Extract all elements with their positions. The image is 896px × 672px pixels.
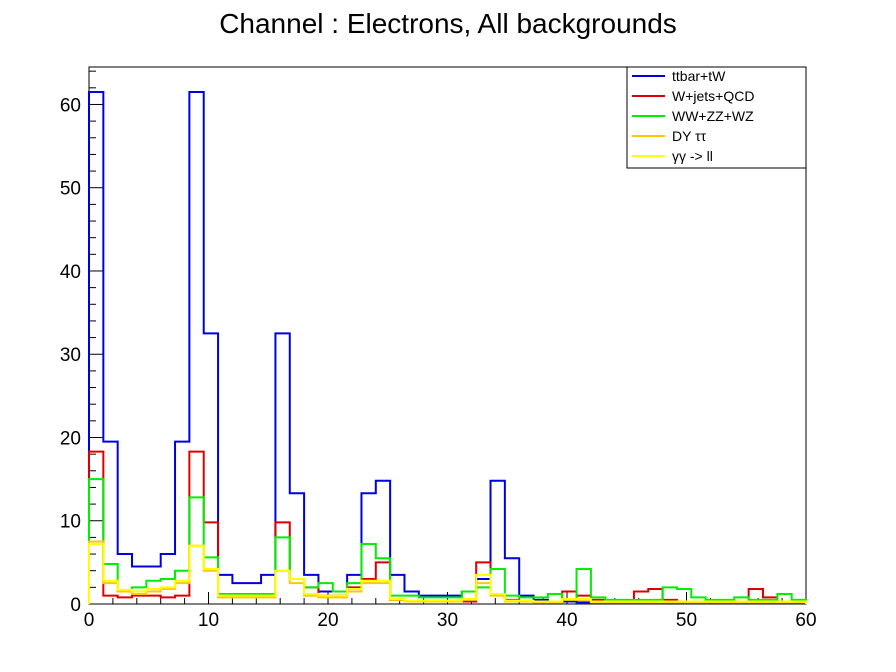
series-5-line	[88, 543, 807, 604]
x-tick-label: 30	[437, 610, 458, 631]
x-tick-label: 0	[84, 610, 95, 631]
x-tick-label: 10	[198, 610, 219, 631]
legend-entry-label: W+jets+QCD	[672, 88, 754, 104]
y-tick-label: 20	[60, 428, 81, 449]
y-axis: 0 10 20 30 40 50 60	[60, 70, 103, 616]
y-tick-label: 10	[60, 512, 81, 533]
x-tick-label: 20	[317, 610, 338, 631]
legend-entry-label: ttbar+tW	[672, 68, 726, 84]
series-1-line	[88, 90, 807, 604]
legend-entry-label: DY ττ	[672, 128, 707, 144]
legend-entry-label: WW+ZZ+WZ	[672, 108, 754, 124]
legend: ttbar+tW W+jets+QCD WW+ZZ+WZ DY ττ γγ -> ll	[626, 66, 807, 169]
y-tick-label: 60	[60, 95, 81, 116]
y-tick-label: 30	[60, 345, 81, 366]
y-tick-label: 50	[60, 179, 81, 200]
x-tick-label: 60	[795, 610, 816, 631]
x-tick-label: 50	[676, 610, 697, 631]
chart-title: Channel : Electrons, All backgrounds	[219, 8, 677, 39]
y-tick-label: 0	[70, 595, 81, 616]
legend-box	[626, 66, 807, 169]
x-tick-label: 40	[556, 610, 577, 631]
series-3-line	[88, 478, 807, 604]
legend-entry-label: γγ -> ll	[672, 148, 713, 164]
series-layer	[88, 90, 807, 604]
series-2-line	[88, 450, 807, 604]
y-tick-label: 40	[60, 262, 81, 283]
